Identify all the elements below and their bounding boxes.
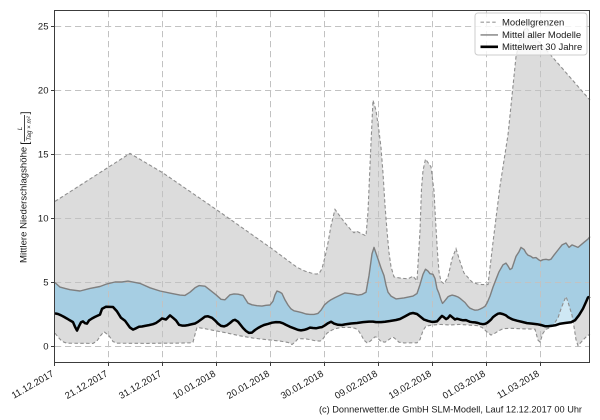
- svg-text:(c) Donnerwetter.de GmbH SLM-M: (c) Donnerwetter.de GmbH SLM-Modell, Lau…: [319, 404, 582, 414]
- svg-text:0: 0: [43, 341, 48, 352]
- svg-text:10: 10: [38, 213, 49, 224]
- svg-text:]: ]: [20, 111, 32, 114]
- svg-text:Mittelwert 30 Jahre: Mittelwert 30 Jahre: [502, 42, 582, 53]
- svg-text:25: 25: [38, 21, 49, 32]
- svg-text:Tag × m²: Tag × m²: [26, 115, 33, 140]
- svg-text:5: 5: [43, 277, 48, 288]
- svg-text:[: [: [20, 142, 32, 145]
- svg-text:Mittel aller Modelle: Mittel aller Modelle: [502, 30, 581, 41]
- svg-text:20: 20: [38, 85, 49, 96]
- svg-text:Mittlere Niederschlagshöhe: Mittlere Niederschlagshöhe: [19, 147, 30, 263]
- svg-text:15: 15: [38, 149, 49, 160]
- svg-text:L: L: [17, 126, 24, 130]
- svg-text:Modellgrenzen: Modellgrenzen: [502, 17, 564, 28]
